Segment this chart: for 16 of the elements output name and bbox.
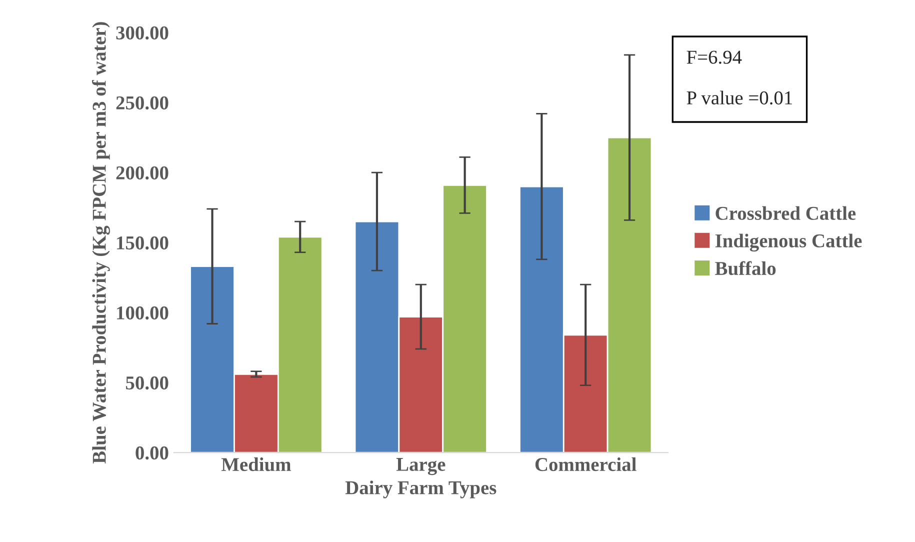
x-axis-title: Dairy Farm Types	[345, 480, 496, 498]
y-tick-label: 0.00	[136, 446, 168, 460]
y-tick-label: 250.00	[116, 96, 168, 110]
y-tick-label: 150.00	[117, 236, 168, 250]
y-tick-label: 200.00	[116, 166, 168, 180]
x-tick-label: Commercial	[535, 457, 636, 472]
legend-label: Buffalo	[715, 261, 776, 276]
text: F=6.94 P value =0.01	[686, 50, 792, 105]
y-tick-label: 50.00	[126, 376, 168, 390]
y-tick-label: 300.00	[116, 26, 168, 40]
legend-label: Indigenous Cattle	[715, 234, 862, 252]
x-tick-label: Large	[396, 458, 446, 476]
x-tick-label: Medium	[221, 457, 291, 472]
y-tick-label: 100.00	[117, 306, 168, 320]
legend-label: Crossbred Cattle	[716, 206, 856, 220]
y-axis-title: Blue Water Productivity (Kg FPCM per m3 of water)	[92, 22, 110, 464]
